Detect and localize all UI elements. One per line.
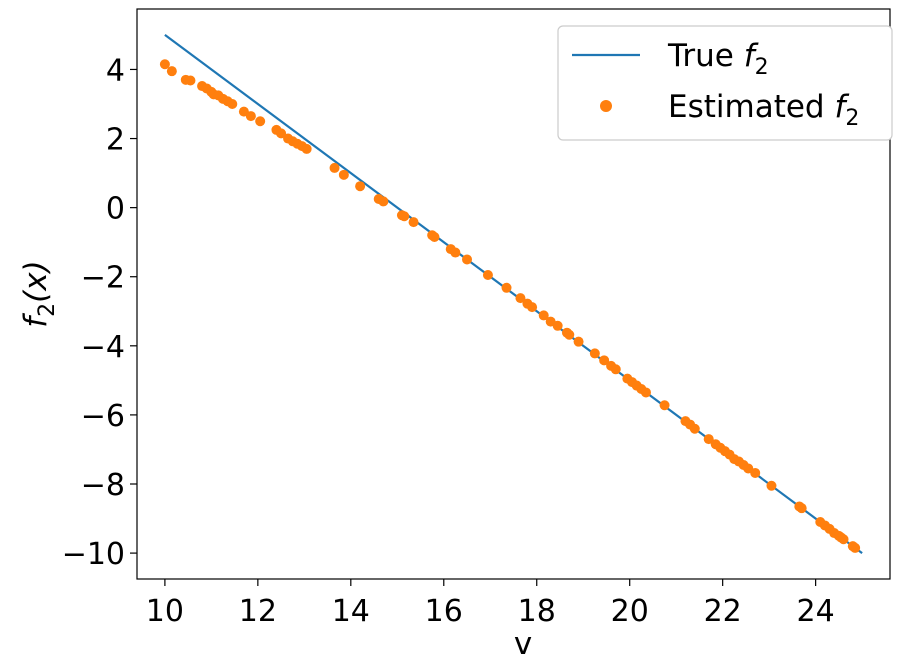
scatter-point <box>329 162 340 173</box>
scatter-point <box>850 542 861 553</box>
scatter-point <box>750 467 761 478</box>
legend-entry-label: True f2 <box>667 38 769 80</box>
y-tick-label: −10 <box>62 537 125 572</box>
x-tick-label: 16 <box>425 594 463 629</box>
scatter-point <box>166 66 177 77</box>
legend: True f2 Estimated f2 <box>557 25 893 141</box>
scatter-point <box>429 232 440 242</box>
scatter-point <box>185 75 196 86</box>
scatter-point <box>482 270 493 280</box>
y-tick-label: 4 <box>106 53 125 88</box>
x-tick-label: 12 <box>239 594 277 629</box>
y-tick-label: 2 <box>106 123 125 158</box>
scatter-point <box>564 329 575 340</box>
scatter-point <box>796 503 807 514</box>
scatter-point <box>589 348 600 359</box>
y-tick-label: −6 <box>81 399 125 434</box>
scatter-point <box>338 169 349 180</box>
scatter-point <box>450 247 461 258</box>
scatter-point <box>462 254 473 265</box>
x-tick-label: 10 <box>146 594 184 629</box>
scatter-point <box>408 217 419 228</box>
legend-dot-marker <box>600 100 612 112</box>
scatter-point <box>538 310 549 321</box>
scatter-point <box>301 143 312 154</box>
scatter-point <box>689 423 700 434</box>
y-tick-label: −8 <box>81 468 125 503</box>
x-axis: 10 12 14 16 18 20 22 24 <box>146 579 835 629</box>
scatter-point <box>227 99 238 109</box>
legend-entry-label: Estimated f2 <box>668 89 859 131</box>
y-tick-label: −4 <box>81 330 125 365</box>
scatter-point <box>255 116 266 127</box>
scatter-point <box>640 387 651 398</box>
x-tick-label: 20 <box>611 594 649 629</box>
scatter-point <box>159 59 170 70</box>
y-tick-label: 0 <box>106 192 125 227</box>
scatter-point <box>838 534 849 545</box>
scatter-point <box>766 480 777 491</box>
scatter-point <box>399 211 410 222</box>
legend-box <box>557 25 893 141</box>
y-axis: 4 2 0 −2 −4 −6 −8 −10 <box>62 53 137 572</box>
scatter-point <box>245 111 256 122</box>
scatter-point <box>355 181 366 192</box>
scatter-point <box>573 336 584 347</box>
x-tick-label: 14 <box>332 594 370 629</box>
scatter-point <box>501 282 512 293</box>
y-tick-label: −2 <box>81 261 125 296</box>
scatter-point <box>599 355 610 366</box>
x-tick-label: 18 <box>518 594 556 629</box>
scatter-point <box>552 320 563 331</box>
x-tick-label: 22 <box>704 594 742 629</box>
scatter-point <box>378 196 389 207</box>
scatter-point <box>703 434 714 445</box>
x-tick-label: 24 <box>797 594 835 629</box>
x-axis-label: v <box>514 626 532 662</box>
scatter-point <box>659 400 670 411</box>
scatter-point <box>276 128 287 139</box>
scatter-point <box>515 293 526 304</box>
scatter-point <box>610 364 621 375</box>
y-axis-label: f2(x) <box>18 260 60 327</box>
plot-frame <box>136 8 891 580</box>
series-layer <box>159 34 863 554</box>
scatter-point <box>527 302 538 313</box>
